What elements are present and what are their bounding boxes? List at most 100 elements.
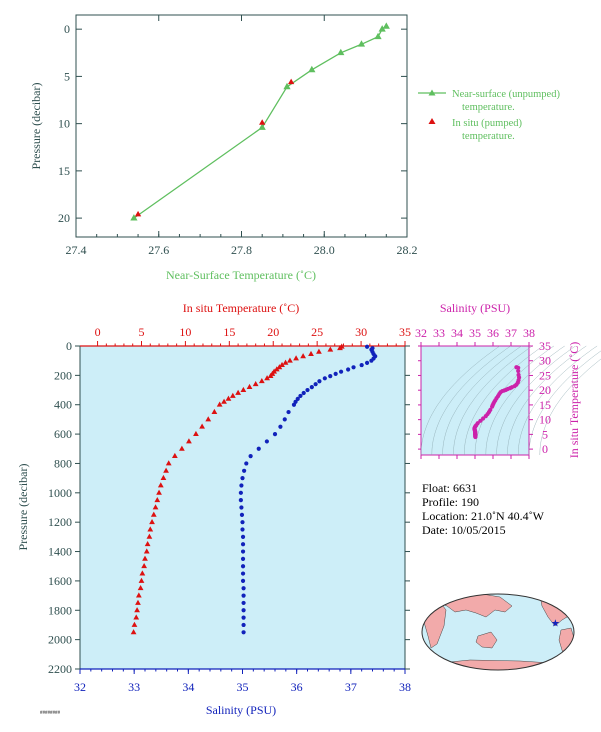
location-text: Location: 21.0˚N 40.4˚W <box>422 509 545 523</box>
ts-point <box>490 404 495 409</box>
temperature-point <box>264 375 270 381</box>
salinity-point <box>264 439 269 444</box>
profile-bottom-tick-label: 34 <box>182 680 194 694</box>
temperature-point <box>138 577 145 583</box>
ts-x-tick-label: 32 <box>415 326 427 340</box>
ts-y-tick-label: 35 <box>539 339 551 353</box>
salinity-point <box>238 498 243 503</box>
temperature-point <box>300 353 306 359</box>
salinity-point <box>364 360 370 365</box>
ts-x-tick-label: 37 <box>505 326 517 340</box>
legend-in-situ-line-1: In situ (pumped) <box>452 118 522 129</box>
profile-ticks: 0 5 10 15 20 25 30 35 32 33 34 35 36 37 38 0 200 400 600 80… <box>48 325 411 694</box>
ts-x-tick-label: 34 <box>451 326 463 340</box>
profile-bottom-tick-label: 35 <box>237 680 249 694</box>
ts-point <box>481 416 486 421</box>
float-id-text: Float: 6631 <box>422 481 477 495</box>
temperature-point <box>316 348 322 354</box>
temperature-point <box>154 496 161 503</box>
ts-density-contour <box>528 350 601 456</box>
temperature-point <box>337 345 343 351</box>
ts-density-contour <box>507 345 587 456</box>
ts-density-contour <box>539 358 601 456</box>
ts-y-tick-label: 15 <box>539 398 551 412</box>
ts-x-tick-label: 33 <box>433 326 445 340</box>
profile-y-tick-label: 1200 <box>48 515 72 529</box>
ts-x-tick-label: 35 <box>469 326 481 340</box>
temperature-point <box>205 416 212 422</box>
temperature-point <box>221 398 227 404</box>
salinity-point <box>240 571 246 576</box>
map-ocean <box>422 594 574 670</box>
temperature-point <box>137 585 144 591</box>
ts-point <box>478 418 483 423</box>
salinity-point <box>338 369 344 374</box>
salinity-point <box>309 385 314 390</box>
legend-in-situ-line-2: temperature. <box>462 131 515 142</box>
ts-density-contour <box>420 345 501 456</box>
salinity-point <box>240 476 245 481</box>
salinity-point <box>256 446 261 451</box>
near-surface-y-tick-label: 15 <box>58 164 70 178</box>
ts-density-contour <box>453 345 533 456</box>
temperature-point <box>135 599 141 605</box>
near-surface-y-tick-label: 20 <box>58 211 70 225</box>
profile-y-tick-label: 200 <box>54 368 72 382</box>
profile-top-tick-label: 20 <box>267 325 279 339</box>
temperature-point <box>171 452 178 459</box>
salinity-point <box>295 396 300 401</box>
temperature-point <box>142 555 148 561</box>
temperature-point <box>139 570 146 576</box>
salinity-point <box>328 373 333 379</box>
near-surface-point <box>283 82 291 90</box>
temperature-point <box>135 592 142 598</box>
near-surface-y-tick-label: 10 <box>58 117 70 131</box>
legend-red-triangle-icon <box>428 118 436 124</box>
salinity-point <box>291 402 297 407</box>
ts-point <box>473 434 478 440</box>
salinity-point <box>317 379 322 384</box>
map-south-america <box>558 627 574 661</box>
footer-stamp: ######## <box>40 711 61 716</box>
salinity-point <box>241 630 246 635</box>
near-surface-point <box>357 40 366 47</box>
salinity-point <box>286 409 291 415</box>
near-surface-point <box>374 32 382 40</box>
ts-density-contours <box>420 345 601 456</box>
salinity-point <box>346 367 351 372</box>
near-surface-point <box>337 48 345 56</box>
temperature-point <box>252 380 259 387</box>
temperature-point <box>308 350 314 356</box>
salinity-point <box>322 376 327 381</box>
near-surface-ticks: 27.4 27.6 27.8 28.0 28.2 0 5 10 15 20 <box>58 15 418 257</box>
temperature-point <box>327 346 334 352</box>
near-surface-marks <box>130 22 390 221</box>
temperature-point <box>211 408 218 414</box>
temperature-point <box>134 607 140 613</box>
salinity-point <box>282 417 287 422</box>
temperature-point <box>279 361 285 368</box>
near-surface-plot-frame <box>75 14 408 238</box>
salinity-point <box>239 512 245 517</box>
temperature-point <box>165 460 172 466</box>
temperature-point <box>179 445 185 451</box>
near-surface-y-axis-label: Pressure (decibar) <box>29 83 43 170</box>
profile-y-tick-label: 0 <box>66 339 72 353</box>
map-outline <box>421 593 575 671</box>
profile-bottom-tick-label: 38 <box>399 680 411 694</box>
temperature-point <box>130 629 137 635</box>
salinity-point <box>241 622 246 628</box>
near-surface-x-axis-label: Near-Surface Temperature (˚C) <box>166 268 316 282</box>
temperature-point <box>149 518 155 525</box>
temperature-point <box>276 364 283 370</box>
ts-density-contour <box>442 345 522 456</box>
temperature-point <box>229 392 236 398</box>
date-text: Date: 10/05/2015 <box>422 523 506 537</box>
near-surface-legend: Near-surface (unpumped) temperature. In … <box>418 89 560 142</box>
near-surface-point <box>378 25 386 32</box>
salinity-point <box>241 593 246 598</box>
in-situ-point <box>259 119 266 125</box>
ts-density-contour <box>431 345 511 456</box>
